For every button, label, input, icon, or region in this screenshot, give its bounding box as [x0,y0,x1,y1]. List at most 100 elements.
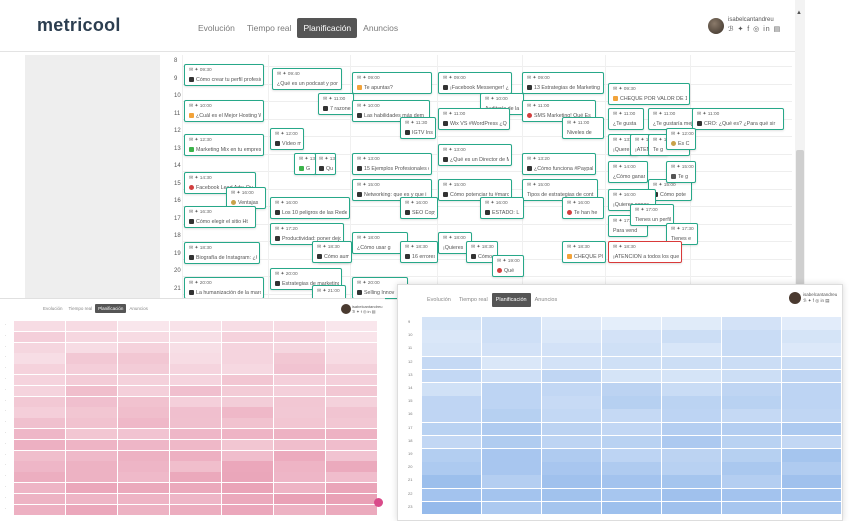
heatmap-cell[interactable] [722,409,781,422]
heatmap-cell[interactable] [602,356,661,370]
heatmap-cell[interactable] [422,317,481,330]
scheduled-post-card[interactable]: ✉ ✦ 20:00 La humanización de la marca ¿ [184,277,264,299]
heatmap-cell[interactable] [118,331,169,342]
heatmap-cell[interactable] [66,342,117,353]
heatmap-cell[interactable] [482,343,541,356]
heatmap-cell[interactable] [422,449,481,462]
heatmap-cell[interactable] [722,475,781,488]
heatmap-cell[interactable] [274,353,325,364]
scheduled-post-card[interactable]: ✉ ✦ 18:30 Cómo aumen [312,241,352,263]
heatmap-cell[interactable] [14,364,65,375]
heatmap-cell[interactable] [542,343,601,356]
scheduled-post-card[interactable]: ✉ ✦ 10:00 ¿Cuál es el Mejor Hosting W [184,100,264,122]
heatmap-cell[interactable] [14,461,65,472]
main-scrollbar-thumb[interactable] [796,150,804,285]
heatmap-cell[interactable] [222,439,273,450]
blue-nav-evolucion[interactable]: Evolución [427,297,451,303]
heatmap-cell[interactable] [118,385,169,396]
heatmap-cell[interactable] [222,396,273,407]
heatmap-cell[interactable] [14,407,65,418]
heatmap-cell[interactable] [782,369,841,383]
heatmap-cell[interactable] [422,501,481,515]
heatmap-cell[interactable] [170,342,221,353]
scheduled-post-card[interactable]: ✉ ✦ 13:20 ¿Cómo funciona #Paypal? [522,153,596,175]
heatmap-cell[interactable] [222,418,273,429]
scheduled-post-card[interactable]: ✉ ✦ 13:00 G [294,153,316,175]
scheduled-post-card[interactable]: ✉ ✦ 09:30 CHEQUE POR VALOR DE 1:0 [608,83,690,105]
heatmap-cell[interactable] [14,342,65,353]
heatmap-cell[interactable] [662,356,721,370]
heatmap-cell[interactable] [170,450,221,461]
heatmap-cell[interactable] [782,343,841,356]
pink-chat-bubble-icon[interactable] [374,498,383,507]
heatmap-cell[interactable] [662,435,721,449]
scheduled-post-card[interactable]: ✉ ✦ 18:30 Biografía de Instagram: ¿Qué [184,242,260,264]
heatmap-cell[interactable] [782,330,841,343]
heatmap-cell[interactable] [274,364,325,375]
heatmap-cell[interactable] [170,375,221,386]
heatmap-cell[interactable] [66,418,117,429]
heatmap-cell[interactable] [66,385,117,396]
scheduled-post-card[interactable]: ✉ ✦ 11:00 7 razones ¿ [318,93,354,115]
heatmap-cell[interactable] [602,449,661,462]
heatmap-cell[interactable] [222,342,273,353]
scheduled-post-card[interactable]: ✉ ✦ 15:00 Cómo potenciar tu #marc [438,179,512,201]
heatmap-cell[interactable] [222,407,273,418]
scheduled-post-card[interactable]: ✉ ✦ 17:20 Productividad: poner dejo [270,223,344,245]
heatmap-cell[interactable] [118,504,169,515]
heatmap-cell[interactable] [274,342,325,353]
heatmap-cell[interactable] [222,353,273,364]
heatmap-cell[interactable] [422,356,481,370]
heatmap-cell[interactable] [422,383,481,396]
heatmap-cell[interactable] [274,450,325,461]
heatmap-cell[interactable] [722,435,781,449]
heatmap-cell[interactable] [482,449,541,462]
heatmap-cell[interactable] [170,407,221,418]
heatmap-cell[interactable] [14,504,65,515]
heatmap-cell[interactable] [274,429,325,440]
heatmap-cell[interactable] [422,396,481,409]
heatmap-cell[interactable] [14,472,65,483]
heatmap-cell[interactable] [482,475,541,488]
heatmap-cell[interactable] [782,449,841,462]
scheduled-post-card[interactable]: ✉ ✦ 11:30 IGTV Instag [400,117,436,139]
scroll-up-icon[interactable]: ▲ [796,10,802,16]
heatmap-cell[interactable] [542,462,601,475]
heatmap-cell[interactable] [274,472,325,483]
heatmap-cell[interactable] [222,385,273,396]
scheduled-post-card[interactable]: ✉ ✦ 12:30 Marketing Mix en tu empresa [184,134,264,156]
heatmap-cell[interactable] [542,396,601,409]
heatmap-cell[interactable] [170,396,221,407]
heatmap-cell[interactable] [422,475,481,488]
heatmap-cell[interactable] [326,429,377,440]
heatmap-cell[interactable] [602,396,661,409]
heatmap-cell[interactable] [422,462,481,475]
heatmap-cell[interactable] [66,450,117,461]
heatmap-cell[interactable] [326,407,377,418]
scheduled-post-card[interactable]: ✉ ✦ 09:30 Cómo crear tu perfil profesion [184,64,264,86]
heatmap-cell[interactable] [542,356,601,370]
heatmap-cell[interactable] [326,342,377,353]
scheduled-post-card[interactable]: ✉ ✦ 09:00 Te apuntas? [352,72,432,94]
heatmap-cell[interactable] [326,418,377,429]
heatmap-cell[interactable] [170,385,221,396]
heatmap-cell[interactable] [222,493,273,504]
heatmap-cell[interactable] [66,375,117,386]
heatmap-cell[interactable] [482,409,541,422]
heatmap-cell[interactable] [14,439,65,450]
heatmap-cell[interactable] [170,461,221,472]
heatmap-cell[interactable] [66,439,117,450]
heatmap-cell[interactable] [662,501,721,515]
heatmap-cell[interactable] [118,450,169,461]
scheduled-post-card[interactable]: ✉ ✦ 17:00 Tienes un perfil [630,204,674,226]
heatmap-cell[interactable] [782,488,841,502]
heatmap-cell[interactable] [170,493,221,504]
heatmap-cell[interactable] [482,330,541,343]
heatmap-cell[interactable] [118,407,169,418]
heatmap-cell[interactable] [782,462,841,475]
heatmap-cell[interactable] [14,396,65,407]
heatmap-cell[interactable] [422,435,481,449]
heatmap-cell[interactable] [542,409,601,422]
scheduled-post-card[interactable]: ✉ ✦ 12:00 Vídeo m [270,128,304,150]
scheduled-post-card[interactable]: ✉ ✦ 15:00 Te g [666,161,696,183]
